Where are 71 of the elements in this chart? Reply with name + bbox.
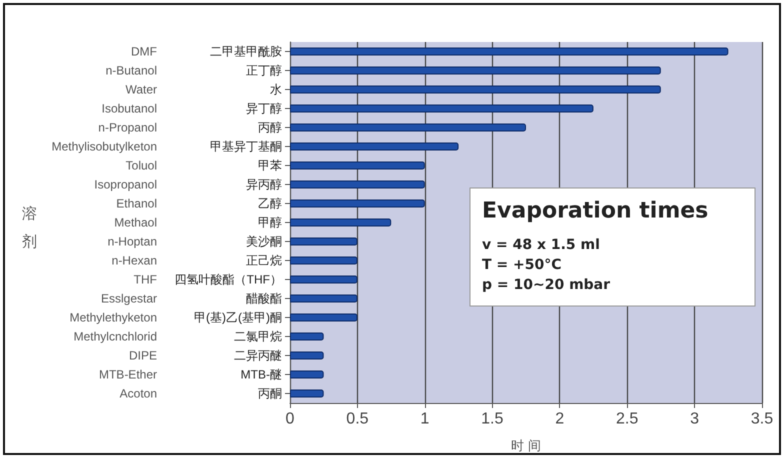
y2-tick-label: Methylisobutylketon (52, 140, 157, 154)
x-tick-label: 1 (420, 410, 430, 428)
bar (290, 104, 594, 112)
bar (290, 86, 661, 94)
y-tick-label: 甲苯 (258, 158, 282, 172)
bar (290, 124, 526, 132)
y-tick-label: 水 (270, 82, 282, 96)
bar (290, 142, 459, 150)
y-tick-label: 甲(基)乙(基甲)酮 (194, 310, 282, 324)
y-tick-label: MTB-醚 (240, 368, 282, 382)
y-tick-label: 丙酮 (258, 386, 282, 400)
y2-tick-label: DMF (131, 44, 157, 58)
bar (290, 200, 425, 208)
y2-tick-label: Methylethyketon (70, 310, 157, 324)
x-tick-label: 1.5 (481, 410, 504, 428)
x-axis-title: 时 间 (511, 438, 541, 453)
bar (290, 162, 425, 170)
text: Evaporation times (482, 198, 708, 224)
x-tick-label: 3 (690, 410, 700, 428)
bar (290, 218, 392, 226)
bar (290, 370, 324, 378)
y2-tick-label: Esslgestar (100, 292, 157, 306)
bar (290, 314, 358, 322)
y-tick-label: 丙醇 (258, 120, 282, 134)
annotation: v = 48 x 1.5 ml (482, 237, 600, 253)
bar (290, 256, 358, 264)
y2-tick-label: n-Hexan (112, 254, 157, 268)
y-tick-label: 四氢叶酸酯（THF） (174, 272, 282, 286)
y-tick-label: 异丁醇 (246, 102, 282, 116)
bar (290, 332, 324, 340)
x-tick-label: 2.5 (616, 410, 638, 428)
x-tick-label: 0 (286, 410, 295, 428)
bar (290, 48, 728, 56)
bar (290, 180, 425, 188)
y2-tick-label: Methylcnchlorid (74, 330, 157, 344)
y2-tick-label: MTB-Ether (98, 368, 157, 382)
y2-tick-label: Water (125, 82, 157, 96)
y2-tick-label: Ethanol (116, 196, 157, 210)
annotation: p = 10~20 mbar (482, 277, 610, 293)
annotation: T = +50°C (482, 257, 562, 273)
text: 溶剂 (22, 206, 37, 250)
y-tick-label: 异丙醇 (246, 178, 282, 192)
y2-tick-label: Acoton (120, 386, 157, 400)
y-tick-label: 甲醇 (258, 216, 282, 230)
bar (290, 66, 661, 74)
bar (290, 276, 358, 284)
x-tick-label: 2 (555, 410, 564, 428)
y-tick-label: 美沙酮 (246, 234, 282, 248)
y-tick-label: 二氯甲烷 (234, 330, 282, 344)
y2-tick-label: n-Propanol (98, 120, 157, 134)
y2-tick-label: n-Butanol (106, 64, 157, 78)
y2-tick-label: Isopropanol (94, 178, 157, 192)
y-tick-label: 乙醇 (258, 196, 282, 210)
x-tick-label: 0.5 (346, 410, 369, 428)
y-tick-label: 醋酸酯 (246, 292, 282, 306)
y-tick-label: 正丁醇 (246, 64, 282, 78)
bar (290, 352, 324, 360)
y-tick-label: 二异丙醚 (234, 348, 282, 362)
y2-tick-label: THF (134, 272, 157, 286)
y2-tick-label: Toluol (126, 158, 157, 172)
x-tick-label: 3.5 (750, 410, 774, 428)
y2-tick-label: Isobutanol (102, 102, 157, 116)
bar (290, 390, 324, 398)
y2-tick-label: n-Hoptan (108, 234, 157, 248)
y2-tick-label: DIPE (128, 348, 157, 362)
bar (290, 238, 358, 246)
y-tick-label: 甲基异丁基酮 (210, 140, 282, 154)
y2-tick-label: Methaol (114, 216, 157, 230)
y-tick-label: 二甲基甲酰胺 (210, 44, 282, 58)
y-tick-label: 正己烷 (246, 254, 282, 268)
bar (290, 294, 358, 302)
